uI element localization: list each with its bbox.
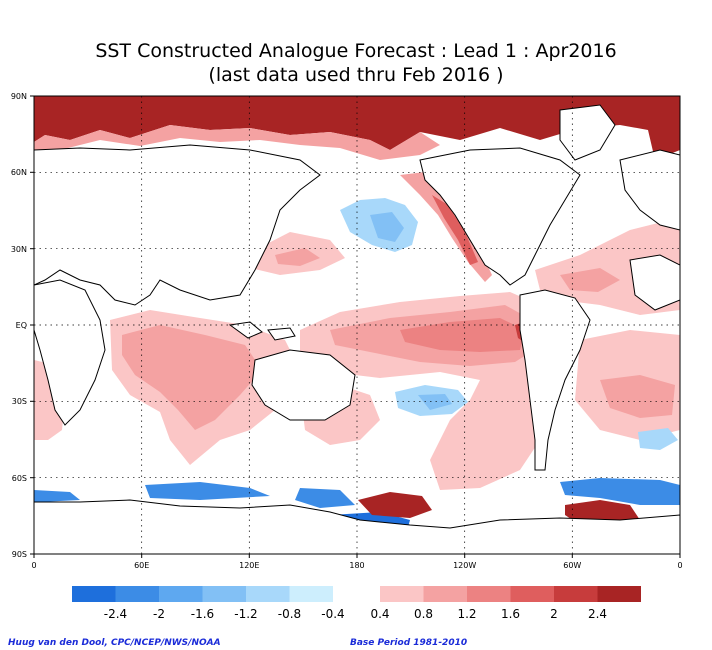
- legend-swatch-positive: [467, 586, 511, 602]
- lon-label: 120E: [239, 561, 259, 570]
- greenland: [559, 104, 616, 161]
- south-america: [519, 289, 591, 471]
- australia: [251, 349, 356, 421]
- lat-label: 60N: [11, 168, 27, 177]
- legend-swatch-positive: [597, 586, 641, 602]
- legend-swatch-negative: [72, 586, 116, 602]
- legend-label: -0.4: [321, 607, 344, 621]
- lon-label: 0: [31, 561, 36, 570]
- legend-label: -2: [153, 607, 165, 621]
- antarctica: [34, 499, 680, 554]
- continents: [34, 104, 680, 471]
- legend-swatch-negative: [159, 586, 203, 602]
- legend-label: 0.4: [370, 607, 389, 621]
- legend-label: 1.2: [457, 607, 476, 621]
- lon-label: 120W: [453, 561, 476, 570]
- map-subtitle: (last data used thru Feb 2016 ): [208, 64, 504, 86]
- lat-label: 30S: [12, 397, 27, 406]
- author-credit: Huug van den Dool, CPC/NCEP/NWS/NOAA: [8, 638, 221, 648]
- legend-label: -2.4: [104, 607, 127, 621]
- legend-swatch-positive: [510, 586, 554, 602]
- equatorial-pacific-warm-core: [400, 318, 525, 352]
- southern-ocean-cold-band: [34, 478, 680, 508]
- north-america: [419, 147, 581, 286]
- ne-pacific-warm-core: [432, 195, 478, 265]
- lat-label: EQ: [16, 321, 27, 330]
- legend-label: 2.4: [588, 607, 607, 621]
- lat-label: 90N: [11, 92, 27, 101]
- legend-label: -1.2: [234, 607, 257, 621]
- lon-label: 0: [677, 561, 682, 570]
- eurasia: [34, 144, 321, 306]
- legend-swatch-negative: [246, 586, 290, 602]
- south-pacific-cold-core: [418, 394, 452, 410]
- base-period-note: Base Period 1981-2010: [350, 638, 468, 648]
- north-pacific-cold-core: [370, 212, 404, 242]
- legend-swatch-negative: [202, 586, 246, 602]
- north-atlantic-cold-patch: [638, 428, 678, 450]
- arctic-warm-anomaly: [34, 96, 680, 160]
- legend-swatch-negative: [115, 586, 159, 602]
- legend-label: -1.6: [191, 607, 214, 621]
- anomaly-fields: [34, 96, 680, 554]
- map-title: SST Constructed Analogue Forecast : Lead…: [95, 40, 617, 62]
- legend-label: 2: [550, 607, 558, 621]
- legend-swatch-negative: [289, 586, 333, 602]
- legend-label: -0.8: [278, 607, 301, 621]
- legend-swatch-positive: [554, 586, 598, 602]
- africa: [34, 279, 106, 426]
- west-africa: [629, 254, 680, 311]
- nw-pacific-warm-core: [275, 248, 320, 266]
- legend-swatch-positive: [380, 586, 424, 602]
- longitude-labels: 0 60E 120E 180 120W 60W 0: [31, 561, 682, 570]
- south-atlantic-warm-core: [600, 375, 675, 418]
- north-atlantic-warm-core: [560, 268, 620, 292]
- indian-ocean-warm-core: [122, 325, 262, 430]
- legend-swatch-positive: [423, 586, 467, 602]
- legend-label: 0.8: [414, 607, 433, 621]
- lon-label: 180: [349, 561, 364, 570]
- southern-warm-patch-pacific: [358, 492, 432, 518]
- lon-label: 60E: [134, 561, 149, 570]
- legend-labels: -2.4 -2 -1.6 -1.2 -0.8 -0.4 0.4 0.8 1.2 …: [104, 607, 607, 621]
- lat-label: 30N: [11, 245, 27, 254]
- latitude-labels: 90N 60N 30N EQ 30S 60S 90S: [11, 92, 27, 559]
- lat-label: 60S: [12, 474, 27, 483]
- europe-atlantic: [619, 149, 680, 231]
- lon-label: 60W: [563, 561, 581, 570]
- lat-label: 90S: [12, 550, 27, 559]
- arctic-warm-fringe: [34, 125, 440, 160]
- color-legend: -2.4 -2 -1.6 -1.2 -0.8 -0.4 0.4 0.8 1.2 …: [72, 586, 641, 621]
- axis-ticks: [30, 95, 681, 558]
- indonesia: [228, 321, 296, 341]
- legend-label: 1.6: [501, 607, 520, 621]
